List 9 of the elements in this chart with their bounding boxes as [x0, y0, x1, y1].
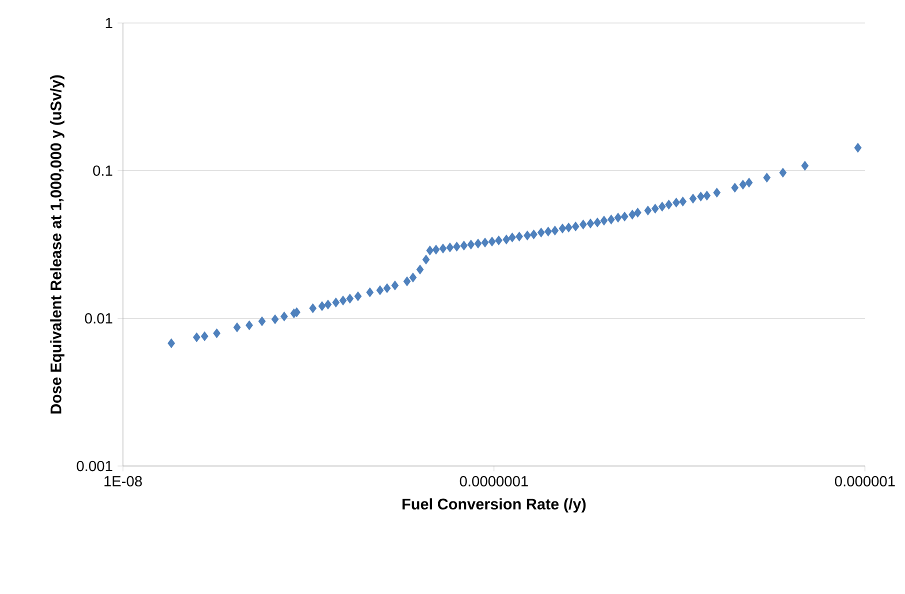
y-axis-title: Dose Equivalent Release at 1,000,000 y (uSv/y) [50, 75, 64, 414]
x-tick-label: 0.0000001 [460, 476, 528, 486]
y-tick-label: 0.1 [93, 165, 112, 176]
x-tick-label: 0.000001 [834, 476, 895, 486]
y-tick-label: 0.001 [76, 460, 112, 472]
y-tick-label: 0.01 [84, 313, 112, 324]
x-tick-label: 1E-08 [104, 476, 142, 486]
y-tick-label: 1 [106, 18, 112, 28]
x-axis-title: Fuel Conversion Rate (/y) [402, 498, 586, 513]
